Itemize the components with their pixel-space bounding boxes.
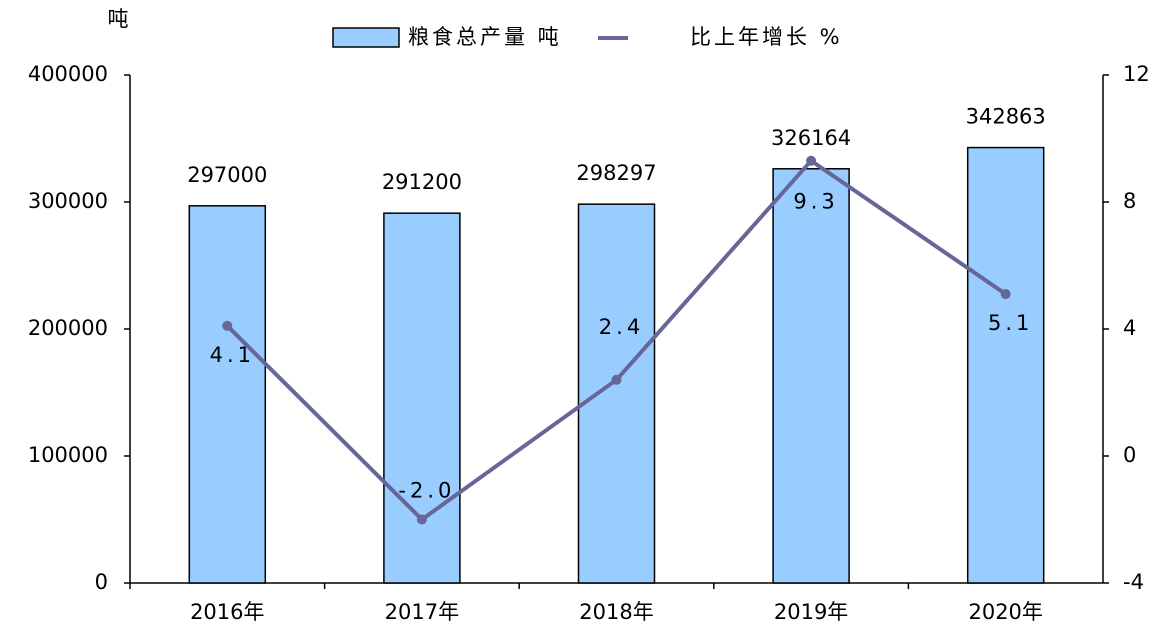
line-point — [806, 155, 817, 166]
bar — [966, 146, 1045, 584]
legend-label: 粮食总产量 吨 — [408, 25, 562, 49]
legend-swatch — [332, 27, 400, 48]
y2-tick-label: 12 — [1123, 62, 1150, 86]
y-tick-label: 100000 — [28, 443, 108, 467]
bar — [772, 168, 850, 584]
bar — [383, 212, 461, 584]
bar — [577, 203, 656, 584]
x-tick-label: 2020年 — [968, 600, 1042, 624]
y-axis-label: 吨 — [108, 7, 129, 31]
line-value-label: 5.1 — [988, 311, 1033, 335]
bar-value-label: 326164 — [771, 126, 851, 150]
line-point — [1000, 289, 1011, 300]
y-tick-label: 0 — [95, 570, 108, 594]
y-tick-label: 200000 — [28, 316, 108, 340]
legend-label: 比上年增长 % — [690, 25, 843, 49]
x-tick-label: 2016年 — [190, 600, 264, 624]
line-point — [611, 374, 622, 385]
bar-value-label: 298297 — [576, 161, 656, 185]
x-tick-label: 2018年 — [579, 600, 653, 624]
line-value-label: -2.0 — [398, 479, 455, 503]
bar-value-label: 297000 — [187, 163, 267, 187]
bar — [188, 205, 267, 584]
y2-tick-label: 0 — [1123, 443, 1136, 467]
bar-value-label: 342863 — [966, 105, 1046, 129]
x-tick-label: 2019年 — [774, 600, 848, 624]
y2-tick-label: -4 — [1123, 570, 1144, 594]
y2-tick-label: 4 — [1123, 316, 1136, 340]
line-value-label: 9.3 — [793, 190, 838, 214]
line-value-label: 4.1 — [210, 343, 255, 367]
line-value-label: 2.4 — [599, 315, 644, 339]
bar-value-label: 291200 — [382, 170, 462, 194]
line-point — [222, 320, 233, 331]
y-tick-label: 400000 — [28, 62, 108, 86]
y2-tick-label: 8 — [1123, 189, 1136, 213]
y-tick-label: 300000 — [28, 189, 108, 213]
x-tick-label: 2017年 — [385, 600, 459, 624]
line-point — [416, 514, 427, 525]
